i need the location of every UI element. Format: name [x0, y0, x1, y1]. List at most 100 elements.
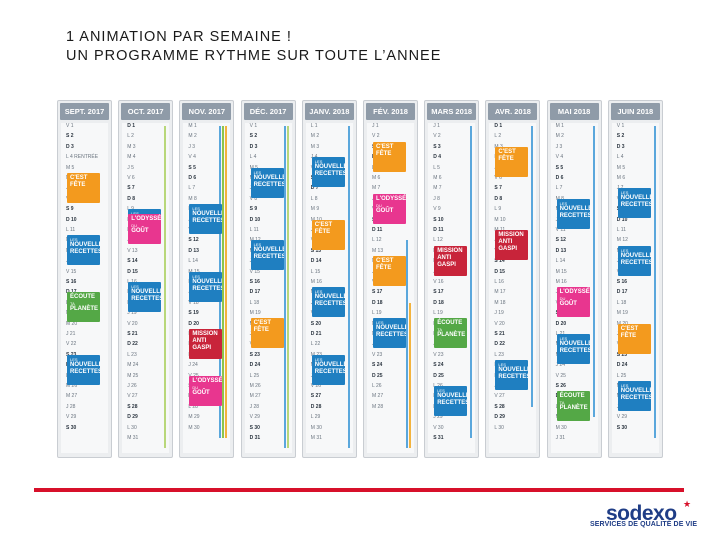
day-row: V 15 — [249, 268, 260, 275]
day-row: M 30 — [555, 424, 567, 431]
day-row: L 12 — [372, 237, 382, 244]
badge-text: FÊTE — [70, 181, 86, 188]
day-row: S 14 — [494, 258, 505, 265]
badge-text: MISSION — [192, 330, 218, 337]
day-row: D 17 — [616, 289, 628, 296]
day-row: L 1 — [310, 123, 318, 129]
badge-text: NOUVELLES — [131, 289, 161, 295]
day-row: M 1 — [188, 123, 197, 129]
day-row: S 7 — [494, 185, 502, 192]
badge-text: NOUVELLES — [253, 247, 284, 254]
day-row: L 12 — [433, 237, 443, 244]
day-row: L 18 — [616, 299, 627, 306]
day-row: V 8 — [249, 195, 258, 202]
day-row: S 16 — [66, 279, 77, 285]
animation-badge-recettes: LESNOUVELLESRECETTES — [617, 380, 651, 411]
day-row: V 26 — [310, 383, 322, 389]
period-bar — [164, 126, 167, 449]
day-row: D 6 — [555, 175, 564, 181]
day-row: M 6 — [372, 175, 381, 181]
day-row: L 16 — [494, 279, 504, 285]
badge-text: GASPI — [437, 261, 456, 268]
day-row: J 19 — [127, 310, 137, 317]
day-row: M 15 — [555, 268, 567, 275]
animation-badge-gaspi: MISSION ANTI GASPI — [495, 230, 529, 260]
day-row: M 3 — [127, 143, 136, 150]
day-row: L 7 — [188, 185, 196, 192]
day-row: M 26 — [249, 383, 261, 389]
period-bar — [283, 126, 286, 449]
badge-text: NOUVELLES — [253, 174, 284, 181]
day-row: V 2 — [433, 133, 441, 140]
period-bar — [347, 126, 350, 449]
day-row: V 9 — [433, 206, 441, 213]
day-row: L 26 — [372, 383, 382, 389]
badge-text: C'EST — [376, 143, 394, 150]
badge-text: PLANÈTE — [559, 405, 588, 412]
badge-text: FÊTE — [376, 265, 392, 271]
day-row: D 22 — [127, 341, 138, 348]
day-row: J 28 — [66, 403, 76, 410]
animation-badge-odyssee: L'ODYSSÉEDUGOÛT — [189, 375, 223, 406]
day-row: L 11 — [249, 227, 259, 233]
day-row: L 29 — [310, 414, 321, 421]
sodexo-logo: sodexo — [606, 502, 677, 525]
animation-badge-recettes: LESNOUVELLESRECETTES — [250, 167, 284, 198]
badge-text: GASPI — [498, 246, 518, 252]
badge-text: RECETTES — [437, 400, 468, 406]
animation-badge-recettes: LESNOUVELLESRECETTES — [556, 198, 590, 229]
day-row: M 27 — [372, 393, 384, 400]
day-row: S 30 — [616, 424, 628, 431]
badge-text: RECETTES — [253, 254, 284, 261]
month-header: MAI 2018 — [549, 103, 599, 120]
day-row: V 1 — [249, 123, 258, 129]
animation-badge-odyssee: L'ODYSSÉEDUGOÛT — [373, 193, 406, 224]
badge-text: NOUVELLES — [70, 361, 100, 368]
day-row: L 25 — [249, 372, 260, 379]
day-row: L 4 RENTRÉE — [66, 154, 99, 161]
badge-text: NOUVELLES — [192, 211, 222, 217]
day-row: S 28 — [127, 403, 138, 410]
animation-badge-recettes: LESNOUVELLESRECETTES — [189, 204, 223, 234]
badge-text: LES — [437, 388, 445, 393]
day-row: S 27 — [310, 393, 322, 400]
day-row: L 11 — [616, 227, 626, 233]
badge-text: RECETTES — [376, 332, 406, 339]
day-row: D 15 — [127, 268, 138, 275]
day-row: M 27 — [66, 393, 78, 400]
badge-text: FÊTE — [314, 228, 331, 235]
badge-text: DU — [192, 384, 199, 390]
day-row: V 4 — [555, 154, 564, 161]
month-header: MARS 2018 — [427, 103, 477, 120]
badge-text: FÊTE — [376, 150, 392, 157]
day-row: V 16 — [433, 279, 444, 285]
day-row: D 10 — [616, 216, 628, 223]
day-row: D 25 — [372, 372, 383, 379]
day-row: J 1 — [433, 123, 440, 129]
animation-badge-fete: C'EST FÊTE — [373, 141, 406, 172]
page-title: 1 ANIMATION PAR SEMAINE ! UN PROGRAMME R… — [66, 28, 441, 66]
day-row: M 19 — [616, 310, 628, 317]
animation-badge-gaspi: MISSION ANTI GASPI — [434, 245, 468, 276]
day-row: L 25 — [616, 372, 627, 379]
day-row: D 21 — [310, 331, 322, 337]
badge-text: NOUVELLES — [620, 252, 651, 259]
day-row: D 14 — [310, 258, 322, 265]
animation-badge-recettes: LESNOUVELLESRECETTES — [250, 240, 284, 271]
day-row: M 13 — [372, 247, 384, 254]
animation-badge-recettes: LESNOUVELLESRECETTES — [373, 318, 406, 349]
month-header: OCT. 2017 — [121, 103, 171, 120]
badge-text: LES — [314, 289, 323, 295]
day-row: D 4 — [433, 154, 441, 161]
badge-text: C'EST — [498, 148, 516, 155]
day-row: L 15 — [310, 268, 321, 275]
day-row: J 26 — [127, 383, 137, 389]
badge-text: GOÛT — [559, 301, 577, 308]
day-row: S 12 — [555, 237, 566, 244]
day-row: M 29 — [188, 414, 200, 421]
badge-text: RECETTES — [559, 348, 590, 354]
badge-text: RECETTES — [131, 296, 162, 302]
animation-badge-odyssee: L'ODYSSÉEDUGOÛT — [128, 214, 162, 245]
